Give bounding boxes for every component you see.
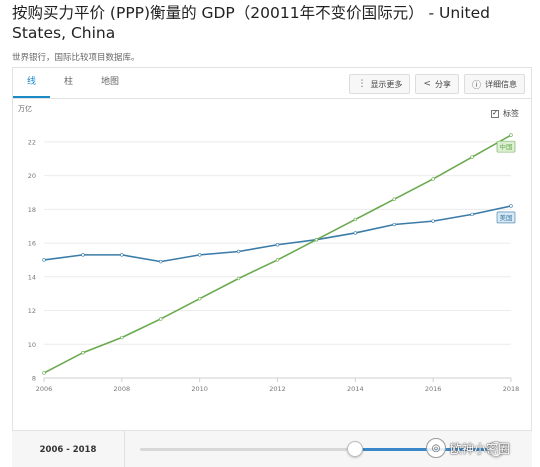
source-note: 世界银行，国际比较项目数据库。 — [12, 53, 140, 63]
range-label: 2006 - 2018 — [12, 431, 125, 467]
view-tabs: 线 柱 地图 — [13, 68, 133, 98]
labels-toggle-label: 标签 — [503, 109, 519, 118]
range-slider-track[interactable] — [140, 448, 495, 451]
labels-checkbox[interactable]: ✓ — [491, 109, 499, 118]
page-title: 按购买力平价 (PPP)衡量的 GDP（20011年不变价国际元） - Unit… — [12, 4, 490, 42]
tab-bar[interactable]: 柱 — [64, 77, 74, 87]
share-label: 分享 — [434, 79, 451, 89]
share-button[interactable]: < 分享 — [415, 74, 459, 94]
labels-toggle[interactable]: ✓ 标签 — [491, 108, 519, 119]
range-slider-fill — [354, 448, 495, 451]
range-footer: 2006 - 2018 ◎ 欧神小密圈 — [12, 430, 532, 467]
more-vertical-icon: ⋮ — [357, 79, 367, 89]
y-axis-unit: 万亿 — [18, 105, 32, 113]
info-icon: ⓘ — [471, 80, 481, 91]
chart-panel: 线 柱 地图 ⋮ 显示更多 < 分享 ⓘ 详细信息 万亿 ✓ 标签 — [12, 67, 532, 467]
range-slider-start-handle[interactable] — [347, 441, 363, 457]
tab-map[interactable]: 地图 — [101, 77, 120, 87]
tab-line[interactable]: 线 — [13, 68, 51, 98]
details-button[interactable]: ⓘ 详细信息 — [463, 74, 525, 94]
wechat-icon: ◎ — [426, 438, 446, 458]
tab-divider — [13, 98, 531, 99]
show-more-button[interactable]: ⋮ 显示更多 — [349, 74, 411, 94]
show-more-label: 显示更多 — [370, 79, 403, 89]
watermark-text: 欧神小密圈 — [450, 441, 511, 456]
range-slider-end-handle[interactable] — [488, 441, 504, 457]
details-label: 详细信息 — [485, 79, 517, 89]
watermark: ◎ 欧神小密圈 — [426, 434, 510, 462]
share-icon: < — [423, 79, 431, 89]
chart-actions: ⋮ 显示更多 < 分享 ⓘ 详细信息 — [349, 74, 525, 94]
